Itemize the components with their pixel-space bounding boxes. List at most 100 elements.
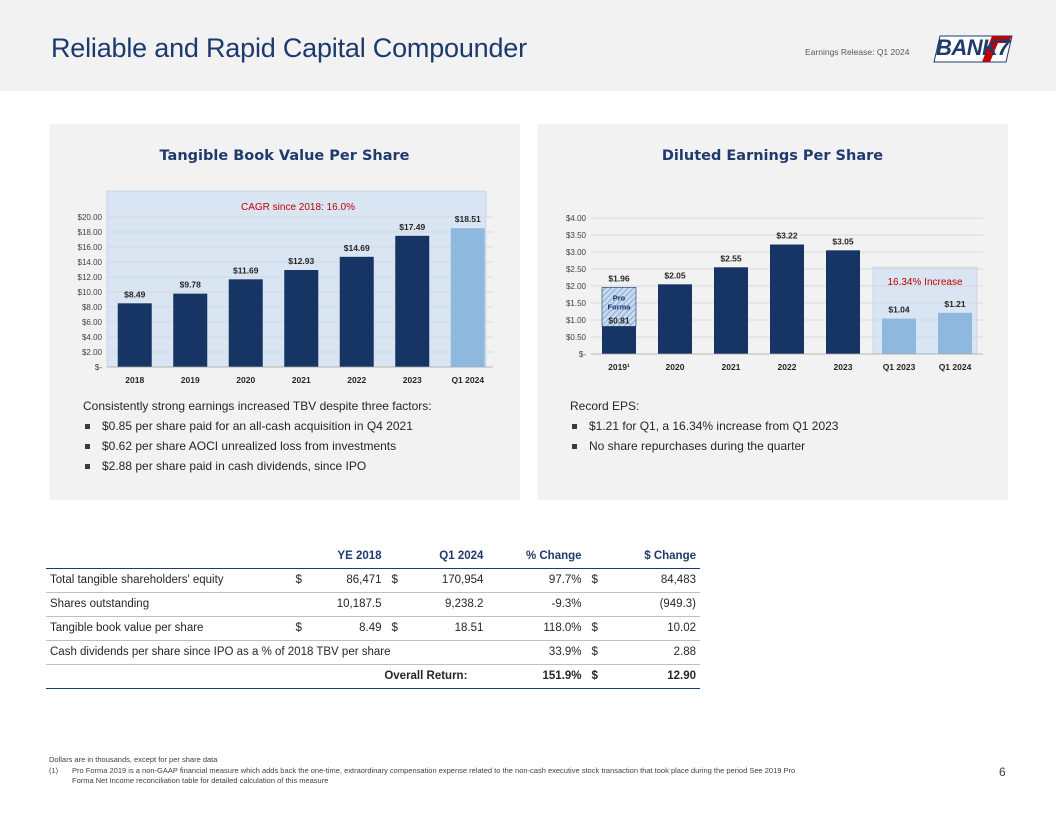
pro-forma-label: Pro — [613, 293, 626, 302]
data-label: $11.69 — [233, 265, 259, 275]
total-pct: 151.9% — [487, 663, 586, 689]
y-tick-label: $20.00 — [78, 213, 103, 222]
currency-symbol: $ — [585, 568, 602, 593]
tbv-bullet: $0.62 per share AOCI unrealized loss fro… — [83, 439, 503, 454]
y-tick-label: $10.00 — [78, 288, 103, 297]
y-tick-label: $12.00 — [78, 273, 103, 282]
data-label: $0.81 — [608, 315, 630, 325]
chart-annotation: 16.34% Increase — [887, 277, 962, 288]
row-label: Tangible book value per share — [46, 616, 290, 641]
cell-dollar-change: 10.02 — [601, 616, 700, 641]
currency-symbol: $ — [585, 663, 602, 689]
bar — [395, 235, 430, 367]
y-tick-label: $1.50 — [566, 299, 587, 308]
col-header-ye2018: YE 2018 — [289, 544, 386, 569]
x-tick-label: 2018 — [125, 375, 144, 384]
y-tick-label: $16.00 — [78, 243, 103, 252]
row-label: Total tangible shareholders' equity — [46, 568, 290, 593]
footnote-number: (1) — [49, 765, 59, 775]
table-row: Cash dividends per share since IPO as a … — [46, 640, 700, 665]
x-tick-label: 2019 — [181, 375, 200, 384]
x-tick-label: 2022 — [778, 362, 797, 372]
total-label: Overall Return: — [46, 663, 488, 689]
cell-q12024: 170,954 — [401, 568, 488, 593]
data-label: $2.05 — [664, 270, 686, 280]
y-tick-label: $1.00 — [566, 316, 587, 325]
currency-symbol — [385, 592, 402, 617]
tbv-bullet: $2.88 per share paid in cash dividends, … — [83, 459, 503, 474]
bar — [658, 284, 692, 354]
bar — [228, 279, 263, 367]
bar — [339, 256, 374, 367]
x-tick-label: 2022 — [347, 375, 366, 384]
data-label: $8.49 — [124, 289, 146, 299]
cell-ye2018: 8.49 — [305, 616, 386, 641]
row-label: Shares outstanding — [46, 592, 290, 617]
x-tick-label: 2020 — [666, 362, 685, 372]
x-tick-label: 2021 — [722, 362, 741, 372]
cell-pct-change: 97.7% — [487, 568, 586, 593]
data-label: $3.22 — [776, 231, 798, 241]
eps-lead: Record EPS: — [570, 399, 640, 413]
currency-symbol: $ — [385, 568, 402, 593]
table-row: Total tangible shareholders' equity $ 86… — [46, 568, 700, 593]
currency-symbol: $ — [585, 616, 602, 641]
tbv-panel: Tangible Book Value Per Share $- $2.00 $4.… — [49, 124, 520, 500]
bar — [882, 318, 916, 354]
data-label: $1.96 — [608, 273, 630, 283]
col-header-q12024: Q1 2024 — [385, 544, 488, 569]
tbv-commentary: Consistently strong earnings increased T… — [83, 399, 503, 479]
bar — [602, 326, 636, 354]
data-label: $18.51 — [455, 214, 481, 224]
y-tick-label: $3.50 — [566, 231, 587, 240]
y-tick-label: $4.00 — [566, 214, 587, 223]
x-tick-label: Q1 2024 — [451, 375, 484, 384]
eps-panel: Diluted Earnings Per Share $- $0.50 $1.00 $… — [537, 124, 1008, 500]
y-tick-label: $0.50 — [566, 333, 587, 342]
row-label: Cash dividends per share since IPO as a … — [46, 640, 488, 665]
total-dollar: 12.90 — [601, 663, 700, 689]
col-header-dollar-change: $ Change — [585, 544, 700, 569]
x-tick-label: 2019¹ — [608, 362, 630, 372]
eps-bullet: No share repurchases during the quarter — [570, 439, 990, 454]
tbv-chart: $- $2.00 $4.00 $6.00 $8.00 $10.00 $12.00 $14.00… — [78, 190, 493, 384]
eps-commentary: Record EPS: $1.21 for Q1, a 16.34% incre… — [570, 399, 990, 459]
footnote-item: (1) Pro Forma 2019 is a non-GAAP financi… — [49, 766, 802, 787]
footnote-units: Dollars are in thousands, except for per… — [49, 755, 218, 764]
cell-q12024: 18.51 — [401, 616, 488, 641]
cell-pct-change: 118.0% — [487, 616, 586, 641]
page-title: Reliable and Rapid Capital Compounder — [51, 33, 527, 63]
table-total-row: Overall Return: 151.9% $ 12.90 — [46, 663, 700, 689]
table-row: Shares outstanding 10,187.5 9,238.2 -9.3… — [46, 592, 700, 617]
y-tick-label: $3.00 — [566, 248, 587, 257]
x-tick-label: Q1 2023 — [883, 362, 916, 372]
table-header-row: YE 2018 Q1 2024 % Change $ Change — [46, 544, 700, 569]
logo-text: BANK7 — [936, 35, 1010, 60]
data-label: $9.78 — [180, 280, 202, 290]
col-header-pct-change: % Change — [487, 544, 586, 569]
y-tick-label: $2.00 — [82, 348, 103, 357]
page-number: 6 — [999, 765, 1006, 779]
currency-symbol: $ — [585, 640, 602, 665]
cell-pct-change: -9.3% — [487, 592, 586, 617]
bar — [450, 228, 485, 367]
eps-bullet: $1.21 for Q1, a 16.34% increase from Q1 … — [570, 419, 990, 434]
x-tick-label: 2023 — [834, 362, 853, 372]
chart-annotation: CAGR since 2018: 16.0% — [241, 202, 355, 213]
currency-symbol: $ — [289, 616, 306, 641]
tbv-summary-table: YE 2018 Q1 2024 % Change $ Change Total … — [46, 544, 700, 689]
release-label: Earnings Release: Q1 2024 — [805, 47, 910, 57]
cell-ye2018: 10,187.5 — [305, 592, 386, 617]
bar — [938, 312, 972, 354]
footnotes: Dollars are in thousands, except for per… — [49, 755, 802, 787]
x-tick-label: Q1 2024 — [939, 362, 972, 372]
y-tick-label: $6.00 — [82, 318, 103, 327]
tbv-bullet: $0.85 per share paid for an all-cash acq… — [83, 419, 503, 434]
bar — [117, 303, 152, 367]
y-tick-label: $- — [95, 363, 102, 372]
y-tick-label: $8.00 — [82, 303, 103, 312]
bar — [770, 244, 804, 354]
footnote-text: Pro Forma 2019 is a non-GAAP financial m… — [72, 765, 796, 786]
y-tick-label: $4.00 — [82, 333, 103, 342]
x-tick-label: 2020 — [236, 375, 255, 384]
